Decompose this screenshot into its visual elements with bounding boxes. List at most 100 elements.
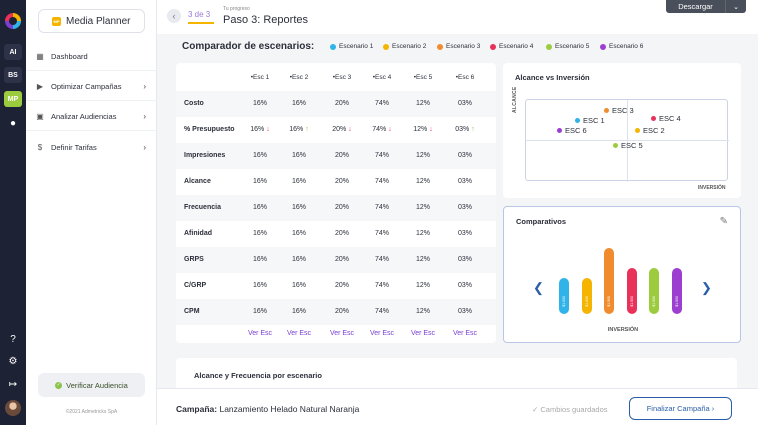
table-cell: 16% [252,178,267,185]
row-label: CPM [184,308,200,315]
table-cell: 74% [374,178,389,185]
table-cell: 20% [334,178,349,185]
view-scenario-link[interactable]: Ver Esc [410,330,436,337]
legend-item: Escenario 6 [600,43,643,50]
finish-campaign-button[interactable]: Finalizar Campaña › [629,397,732,420]
chevron-right-icon[interactable]: ❯ [701,280,712,295]
sidebar-item-label: Optimizar Campañas [51,82,122,91]
sidebar-item-analizar[interactable]: ▣ Analizar Audiencias › [26,103,157,131]
table-cell: 03% [457,230,472,237]
y-axis-label: ALCANCE [512,86,518,113]
sidebar-item-optimizar[interactable]: ▶ Optimizar Campañas › [26,73,157,101]
edit-icon[interactable]: ✎ [719,216,728,227]
bar-1[interactable]: $1.000 [559,278,569,314]
table-cell: 20% [334,230,349,237]
legend-item: Escenario 4 [490,43,533,50]
comparativos-card: Comparativos ✎ ❮ ❯ INVERSIÓN $1.000 $1.00… [503,206,741,343]
table-cell: 16% [291,100,306,107]
view-scenario-link[interactable]: Ver Esc [247,330,273,337]
avatar[interactable] [5,400,21,416]
table-row: GRPS 16% 16% 20% 74% 12% 03% [176,247,496,273]
brand-button[interactable]: MP Media Planner [38,9,145,33]
sidebar-item-label: Definir Tarifas [51,142,97,152]
sidebar-item-dashboard[interactable]: ▦ Dashboard [26,43,157,71]
chevron-right-icon: › [143,82,146,91]
bar-2[interactable]: $1.000 [581,278,592,314]
view-scenario-link[interactable]: Ver Esc [329,330,355,337]
back-button[interactable]: ‹ [167,9,181,23]
copyright: ©2021 Admetricks SpA [65,409,118,415]
step-progress-bar [188,22,214,24]
table-row: Afinidad 16% 16% 20% 74% 12% 03% [176,221,496,247]
bell-icon[interactable]: ● [9,117,17,129]
scatter-point[interactable]: ESC 4 [651,114,681,123]
table-cell: 16% ↓ [250,126,270,133]
settings-icon[interactable]: ⚙ [8,355,18,367]
scatter-point[interactable]: ESC 3 [604,106,634,115]
table-cell: 12% [415,230,430,237]
table-row: Frecuencia 16% 16% 20% 74% 12% 03% [176,195,496,221]
grid-icon: ▦ [36,52,44,61]
table-cell: 12% [415,308,430,315]
table-cell: 74% [374,204,389,211]
logout-icon[interactable]: ↦ [8,378,18,390]
scatter-title: Alcance vs Inversión [515,73,590,82]
legend-dot [383,43,389,50]
verify-label: Verificar Audiencia [66,380,128,390]
bar-6[interactable]: $1.500 [672,268,682,314]
bar-3[interactable]: $1.900 [604,248,615,314]
download-label: Descargar [666,0,726,13]
table-cell: 74% [374,152,389,159]
download-button[interactable]: Descargar ⌄ [666,0,746,13]
legend-dot [490,43,496,50]
table-cell: 12% [415,152,430,159]
saved-status: ✓ Cambios guardados [532,405,608,414]
view-scenario-link[interactable]: Ver Esc [286,330,312,337]
bar-value-label: $1.000 [562,296,566,307]
app-logo-icon[interactable] [5,13,21,29]
footer-bar: Campaña: Lanzamiento Helado Natural Nara… [157,388,758,425]
table-cell: 03% [457,308,472,315]
legend-item: Escenario 3 [437,43,480,50]
arrow-down-icon: ↓ [264,126,270,133]
bar-value-label: $1.500 [675,296,679,307]
rail-item-bs[interactable]: BS [4,67,22,83]
sidebar-item-label: Dashboard [51,52,88,61]
scatter-point[interactable]: ESC 6 [557,126,587,135]
table-cell: 20% [334,100,349,107]
scatter-point[interactable]: ESC 2 [635,126,665,135]
table-cell: 12% ↓ [413,126,433,133]
table-cell: 03% [457,204,472,211]
table-header: •Esc 4 [372,74,392,81]
help-icon[interactable]: ? [10,333,16,345]
view-scenario-link[interactable]: Ver Esc [452,330,478,337]
table-cell: 03% [457,256,472,263]
bar-4[interactable]: $1.500 [626,268,637,314]
rail-item-mp[interactable]: MP [4,91,22,107]
table-cell: 16% [252,282,267,289]
rail-item-ai[interactable]: AI [4,44,22,60]
view-scenario-link[interactable]: Ver Esc [369,330,395,337]
table-cell: 12% [415,204,430,211]
scatter-point[interactable]: ESC 1 [575,116,605,125]
arrow-down-icon: ↓ [386,126,392,133]
chevron-left-icon[interactable]: ❮ [533,280,544,295]
scenario-table: •Esc 1 •Esc 2 •Esc 3 •Esc 4 •Esc 5 •Esc 6 Cost… [176,63,496,343]
row-label: C/GRP [184,282,207,289]
table-cell: 12% [415,256,430,263]
table-row: Alcance 16% 16% 20% 74% 12% 03% [176,169,496,195]
chevron-down-icon[interactable]: ⌄ [733,3,739,11]
verify-audience-button[interactable]: ✓ Verificar Audiencia [38,373,145,397]
bar-5[interactable]: $1.500 [649,268,660,314]
monitor-icon: ▣ [36,112,44,121]
legend-item: Escenario 1 [330,43,373,50]
table-cell: 16% [291,152,306,159]
row-label: % Presupuesto [184,126,235,133]
row-label: Costo [184,100,204,107]
table-header: •Esc 3 [332,74,352,81]
sidebar-item-tarifas[interactable]: $ Definir Tarifas › [26,133,157,161]
bar-value-label: $1.000 [584,296,589,307]
legend-item: Escenario 5 [546,43,589,50]
scatter-point[interactable]: ESC 5 [613,141,643,150]
arrow-down-icon: ↓ [427,126,433,133]
